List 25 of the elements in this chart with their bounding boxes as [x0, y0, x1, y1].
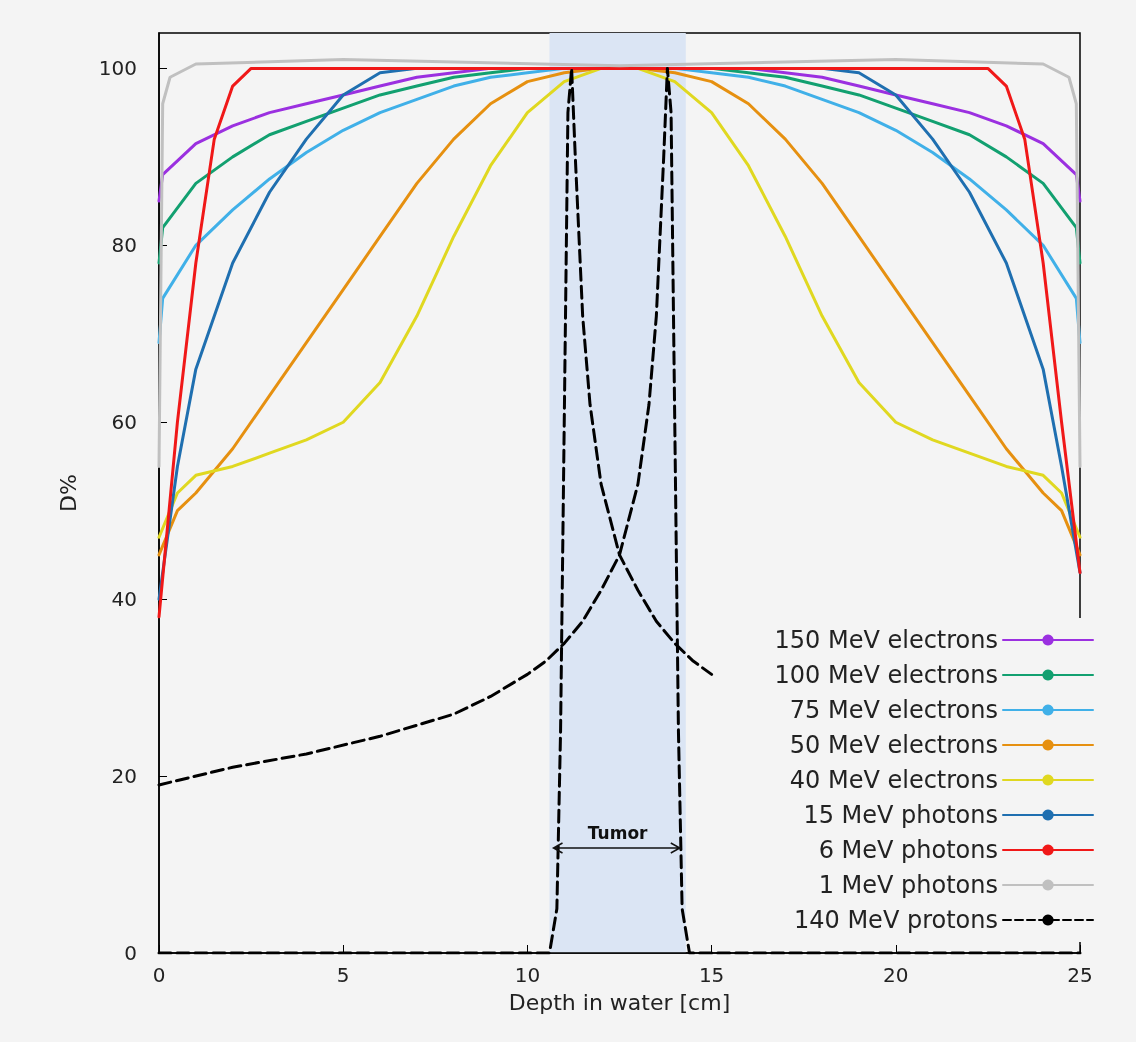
x-tick-label: 5: [336, 963, 350, 987]
y-tick-label: 40: [111, 587, 137, 612]
y-tick-label: 60: [111, 410, 137, 435]
band-label: Tumor: [587, 822, 649, 843]
y-axis-title: D%: [55, 474, 81, 512]
x-axis-title: Depth in water [cm]: [508, 989, 731, 1015]
legend-label: 150 MeV electrons: [774, 626, 998, 654]
y-tick-label: 0: [124, 941, 137, 965]
legend-label: 6 MeV photons: [818, 836, 998, 864]
x-tick-label: 25: [1067, 963, 1093, 987]
x-tick-label: 15: [698, 963, 725, 987]
y-tick-label: 100: [98, 56, 137, 81]
legend-label: 100 MeV electrons: [774, 661, 998, 689]
legend-label: 75 MeV electrons: [789, 696, 998, 724]
x-tick-label: 20: [883, 963, 909, 987]
legend-label: 140 MeV protons: [793, 906, 998, 934]
line-series: [157, 58, 1082, 468]
legend-label: 1 MeV photons: [818, 871, 998, 899]
legend-label: 15 MeV photons: [803, 801, 998, 829]
legend-label: 40 MeV electrons: [789, 766, 998, 794]
y-tick-label: 80: [111, 233, 137, 258]
x-tick-label: 0: [152, 963, 166, 987]
x-tick-label: 10: [514, 963, 541, 987]
legend-label: 50 MeV electrons: [789, 731, 998, 759]
y-tick-label: 20: [111, 764, 137, 789]
